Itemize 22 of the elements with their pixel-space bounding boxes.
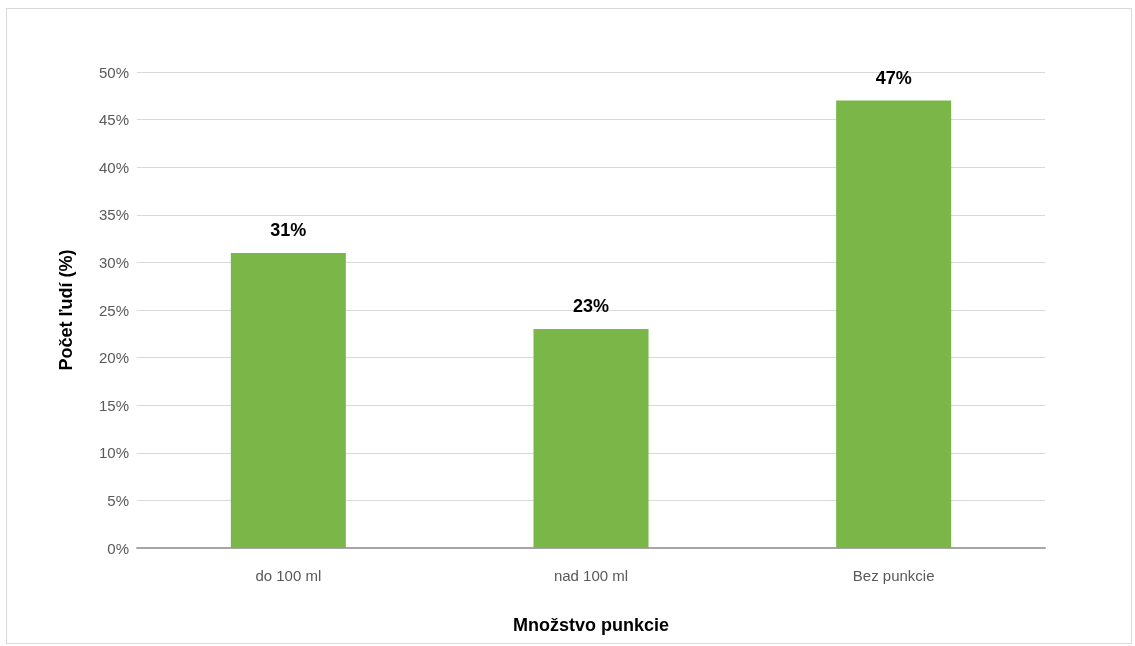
y-tick-label: 15% — [98, 396, 129, 414]
y-tick-label: 0% — [107, 539, 129, 557]
y-tick-label: 45% — [98, 111, 129, 129]
data-label: 23% — [572, 296, 610, 317]
x-tick-label: Bez punkcie — [852, 567, 935, 584]
y-tick-label: 30% — [98, 253, 129, 271]
bar — [230, 252, 346, 548]
data-label: 31% — [270, 219, 307, 240]
y-tick-label: 10% — [98, 444, 129, 462]
bar — [533, 329, 649, 548]
y-tick-label: 35% — [98, 206, 129, 224]
data-label: 47% — [875, 67, 912, 88]
y-tick-label: 40% — [98, 158, 129, 176]
y-tick-label: 5% — [107, 491, 129, 509]
bar — [836, 100, 952, 548]
x-axis-title: Množstvo punkcie — [512, 615, 670, 635]
y-tick-label: 25% — [98, 301, 129, 319]
y-tick-label: 50% — [98, 63, 129, 81]
y-tick-label: 20% — [98, 349, 129, 367]
x-tick-label: nad 100 ml — [553, 567, 629, 584]
x-tick-label: do 100 ml — [255, 567, 322, 584]
y-axis-title: Počet ľudí (%) — [56, 249, 76, 371]
